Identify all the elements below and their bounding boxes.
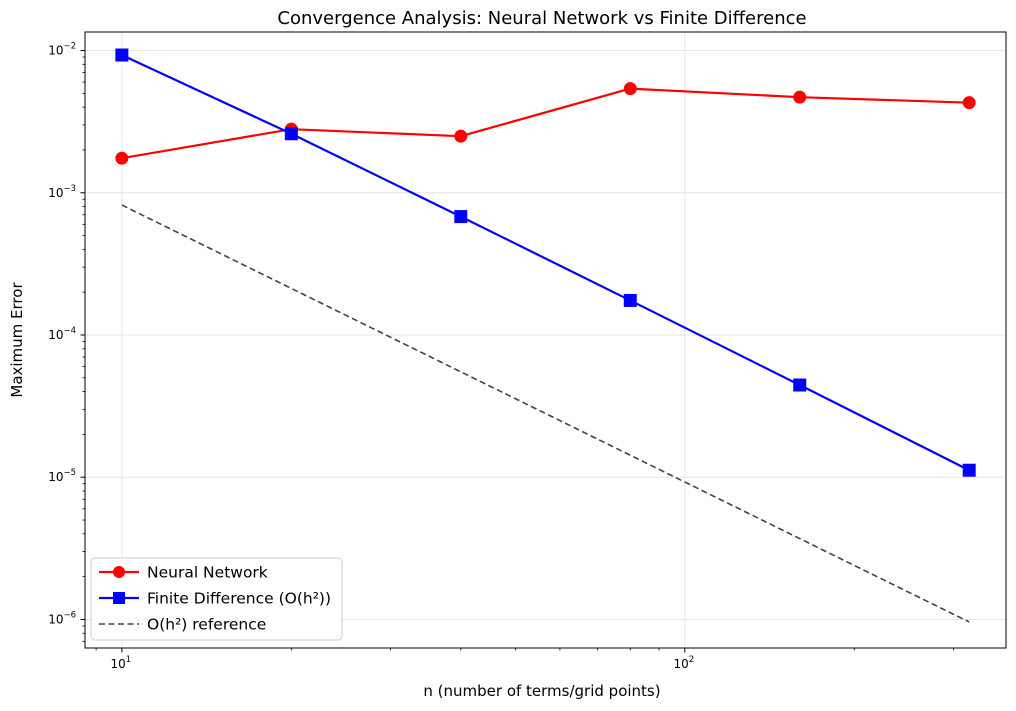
y-tick-label: 10−3 [48, 184, 76, 200]
y-tick-label: 10−4 [48, 326, 76, 342]
plot-frame [84, 31, 1007, 649]
series-2-point [284, 127, 298, 141]
legend: Neural Network Finite Difference (O(h²)) O… [90, 557, 343, 641]
series-1-point [454, 129, 468, 143]
series-1-point [962, 96, 976, 110]
ticks: 101 102 10−6 10−5 10−4 10−3 10−2 [48, 42, 954, 671]
series-1-point [793, 90, 807, 104]
series-line-1 [121, 87, 970, 160]
plot-lines [121, 54, 970, 623]
legend-label: O(h²) reference [147, 616, 266, 634]
legend-swatch-marker [113, 592, 125, 604]
y-tick-label: 10−6 [48, 610, 76, 626]
series-2-point [623, 293, 637, 307]
series-2-point [793, 378, 807, 392]
y-tick-label: 10−2 [48, 42, 76, 58]
series-1-point [623, 82, 637, 96]
x-tick-label: 102 [673, 655, 694, 671]
legend-label: Finite Difference (O(h²)) [147, 590, 331, 608]
y-tick-label: 10−5 [48, 468, 76, 484]
series-line-2 [121, 54, 970, 472]
plot-markers [115, 48, 976, 477]
series-1-point [115, 151, 129, 165]
legend-label: Neural Network [147, 564, 268, 582]
legend-box [90, 557, 343, 641]
series-line-3 [121, 204, 970, 623]
series-2-point [454, 210, 468, 224]
legend-swatch-marker [113, 566, 125, 578]
x-axis-label: n (number of terms/grid points) [423, 682, 660, 700]
series-2-point [115, 48, 129, 62]
x-tick-label: 101 [111, 655, 132, 671]
y-axis-label: Maximum Error [8, 282, 26, 398]
chart-title: Convergence Analysis: Neural Network vs … [277, 8, 806, 29]
series-2-point [962, 463, 976, 477]
